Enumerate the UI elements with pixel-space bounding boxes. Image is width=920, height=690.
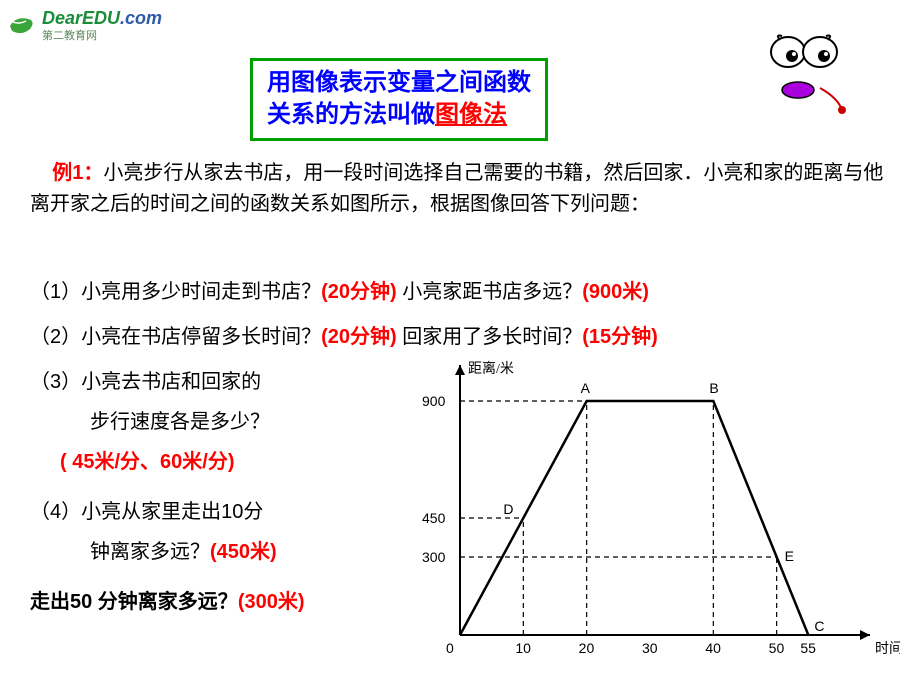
q4-ans: (450米) xyxy=(210,541,277,563)
svg-text:450: 450 xyxy=(422,510,446,526)
svg-text:20: 20 xyxy=(579,640,595,656)
logo-mark-icon xyxy=(8,11,38,41)
title-box: 用图像表示变量之间函数 关系的方法叫做图像法 xyxy=(250,58,548,141)
svg-text:距离/米: 距离/米 xyxy=(468,360,514,377)
example-text: 小亮步行从家去书店，用一段时间选择自己需要的书籍，然后回家．小亮和家的距离与他离… xyxy=(30,162,883,215)
svg-text:E: E xyxy=(785,548,794,564)
face-doodle-icon xyxy=(750,30,860,120)
logo-brand-green: DearEDU xyxy=(42,8,120,28)
svg-text:B: B xyxy=(709,380,718,396)
q5-ans: (300米) xyxy=(238,591,305,613)
logo-subtitle: 第二教育网 xyxy=(42,27,162,43)
logo-text: DearEDU.com 第二教育网 xyxy=(42,8,162,43)
question-3-ans: ( 45米/分、60米/分) xyxy=(60,445,234,474)
example-paragraph: 例1：小亮步行从家去书店，用一段时间选择自己需要的书籍，然后回家．小亮和家的距离… xyxy=(30,158,890,220)
q4-line2-text: 钟离家多远？ xyxy=(90,541,210,563)
svg-text:30: 30 xyxy=(642,640,658,656)
distance-time-chart: 时间/分 距离/米 0 10 20 30 40 50 55 300 450 900 A B C D E xyxy=(400,355,900,675)
q1-part-a: （1）小亮用多少时间走到书店？ xyxy=(30,281,321,303)
question-5: 走出50 分钟离家多远？(300米) xyxy=(30,585,305,614)
question-4-line1: （4）小亮从家里走出10分 xyxy=(30,495,263,524)
logo-brand-blue: .com xyxy=(120,8,162,28)
svg-text:D: D xyxy=(503,501,513,517)
title-line2a: 关系的方法叫做 xyxy=(267,101,435,128)
q1-part-b: 小亮家距书店多远？ xyxy=(397,281,583,303)
q2-ans-b: (15分钟) xyxy=(582,326,658,348)
svg-text:A: A xyxy=(581,380,591,396)
svg-text:C: C xyxy=(814,618,824,634)
q1-ans-a: (20分钟) xyxy=(321,281,397,303)
svg-text:时间/分: 时间/分 xyxy=(875,641,900,657)
q1-ans-b: (900米) xyxy=(582,281,649,303)
question-3-line1: （3）小亮去书店和回家的 xyxy=(30,365,261,394)
svg-text:300: 300 xyxy=(422,549,446,565)
logo: DearEDU.com 第二教育网 xyxy=(8,8,162,43)
svg-text:55: 55 xyxy=(800,640,816,656)
q2-ans-a: (20分钟) xyxy=(321,326,397,348)
title-line2b: 图像法 xyxy=(435,101,507,128)
q2-part-a: （2）小亮在书店停留多长时间？ xyxy=(30,326,321,348)
example-label: 例1： xyxy=(52,162,103,184)
question-3-line2: 步行速度各是多少？ xyxy=(90,405,270,434)
svg-text:40: 40 xyxy=(705,640,721,656)
question-4-line2: 钟离家多远？(450米) xyxy=(90,535,277,564)
question-2: （2）小亮在书店停留多长时间？(20分钟) 回家用了多长时间？(15分钟) xyxy=(30,320,658,349)
question-1: （1）小亮用多少时间走到书店？(20分钟) 小亮家距书店多远？(900米) xyxy=(30,275,649,304)
svg-text:0: 0 xyxy=(446,640,454,656)
title-line1: 用图像表示变量之间函数 xyxy=(267,67,531,99)
q5-text: 走出50 分钟离家多远？ xyxy=(30,591,238,613)
q2-part-b: 回家用了多长时间？ xyxy=(397,326,583,348)
svg-text:900: 900 xyxy=(422,393,446,409)
svg-text:10: 10 xyxy=(515,640,531,656)
svg-text:50: 50 xyxy=(769,640,785,656)
